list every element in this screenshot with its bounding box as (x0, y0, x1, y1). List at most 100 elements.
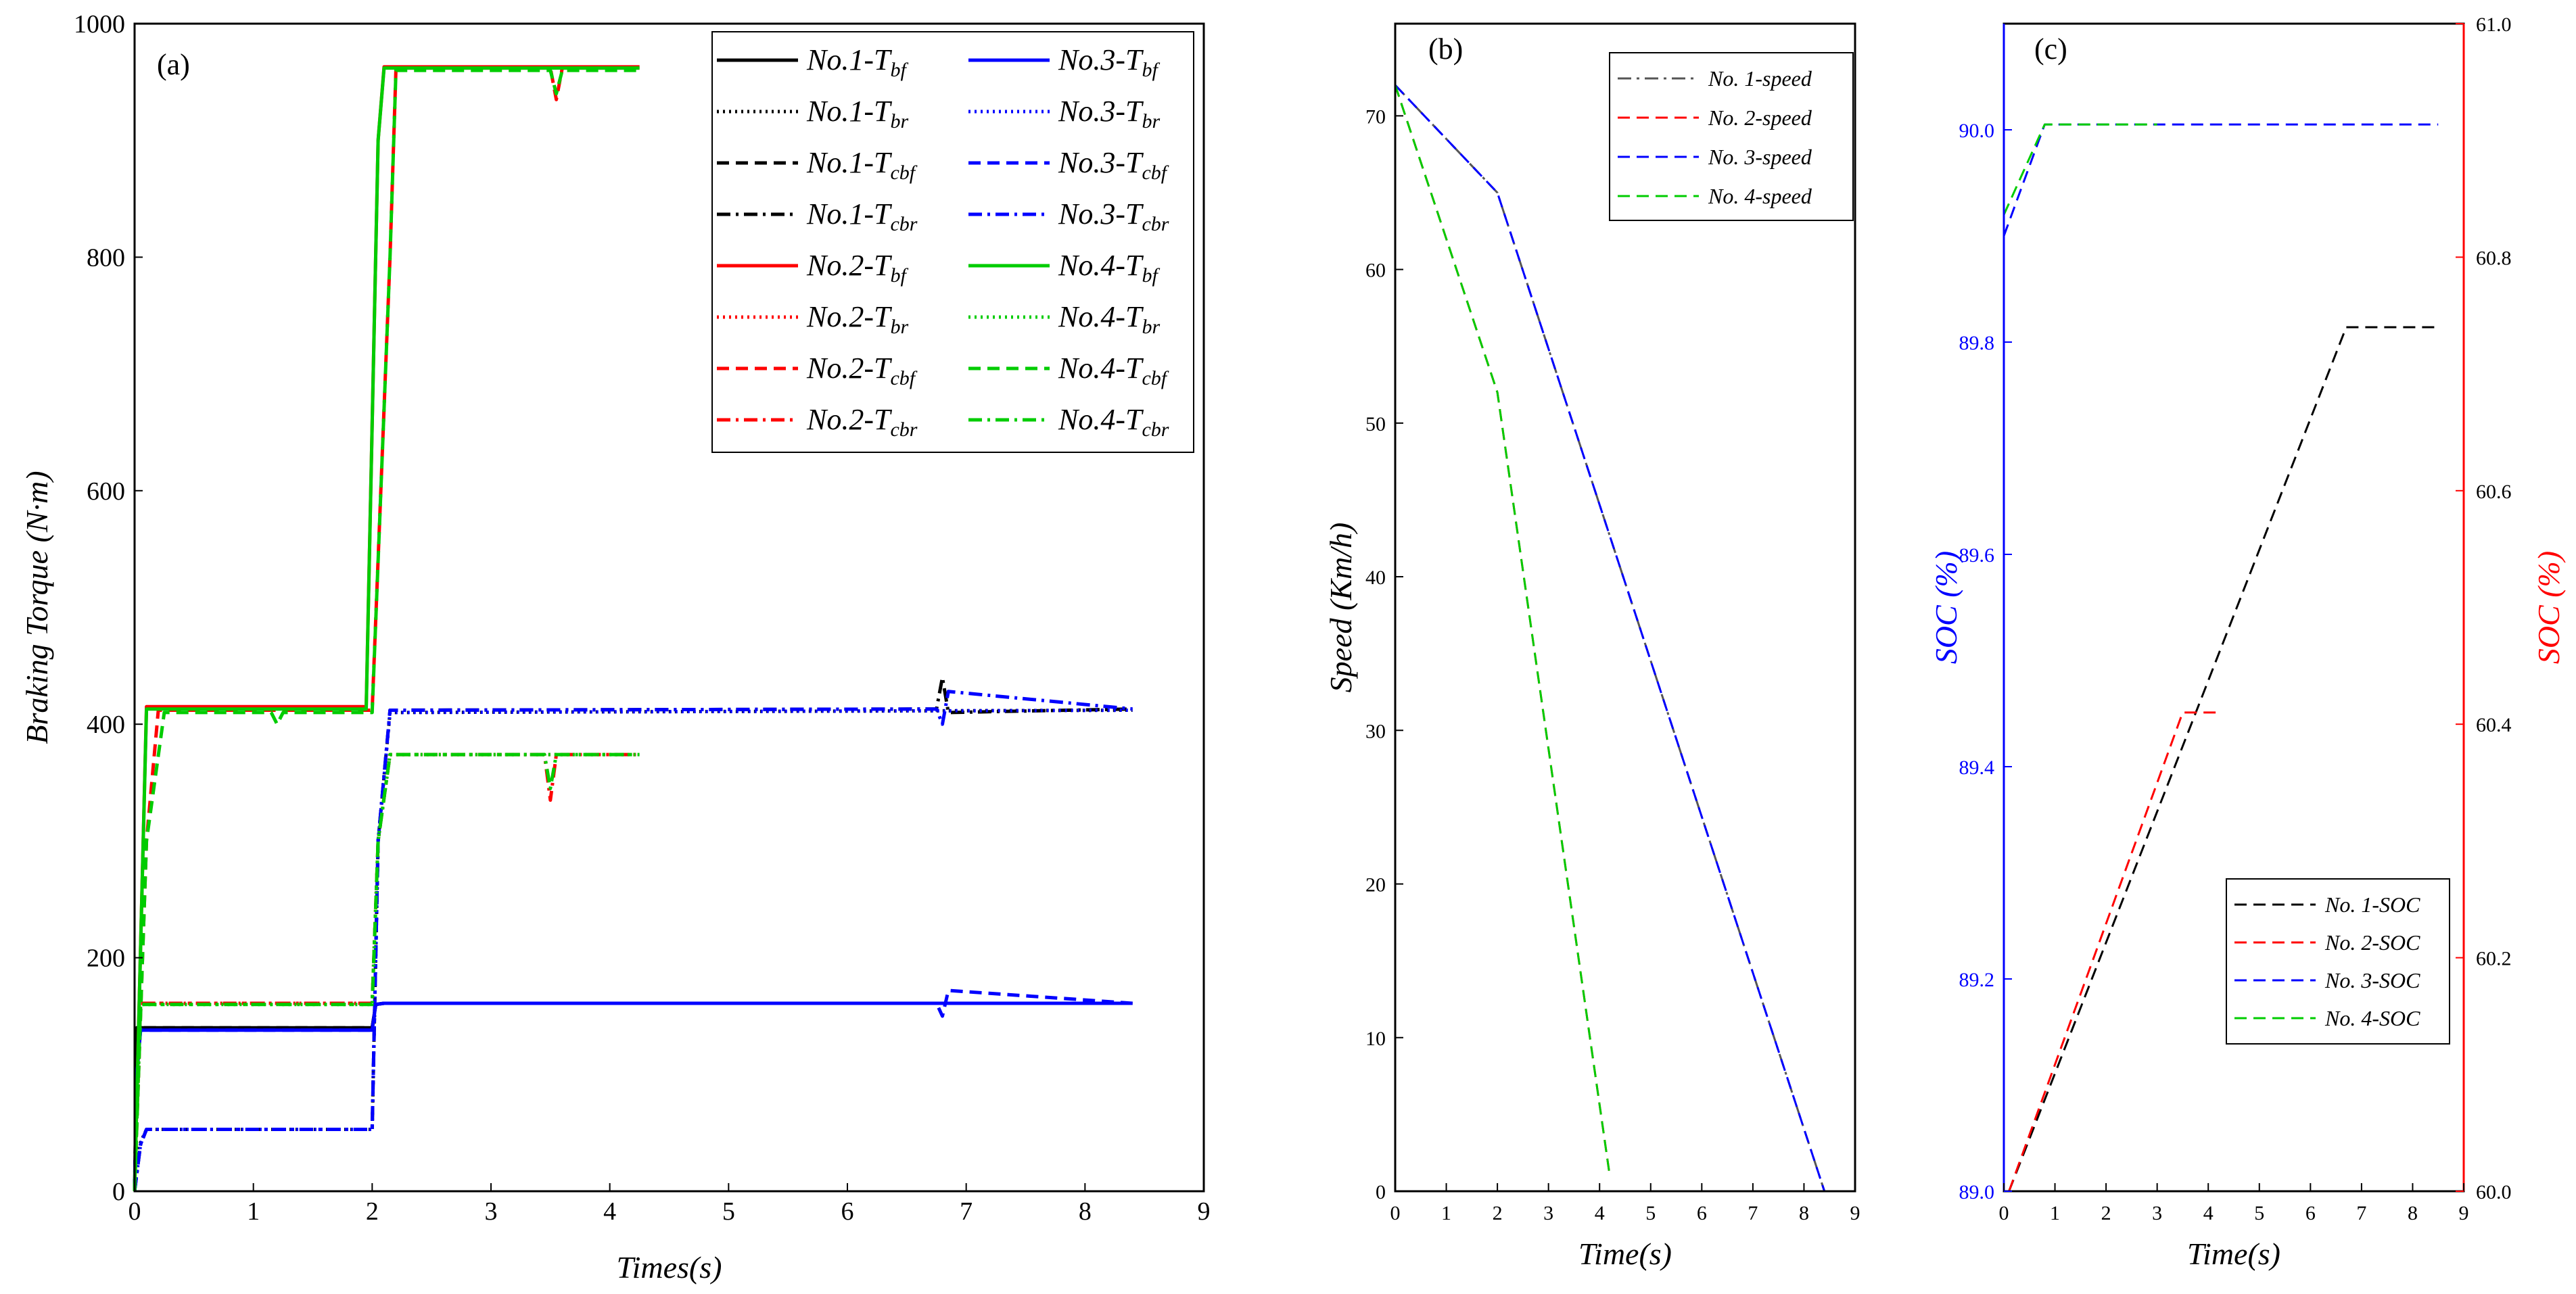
x-axis-label: Time(s) (2187, 1237, 2280, 1271)
x-tick-label: 1 (2050, 1202, 2060, 1224)
legend-label: No.1-Tbf (806, 43, 908, 81)
y-tick-label-left: 89.2 (1959, 969, 1995, 991)
x-axis-label: Time(s) (1578, 1237, 1672, 1271)
legend-label: No.4-Tcbr (1058, 403, 1169, 441)
legend-label: No.4-Tbf (1058, 249, 1160, 287)
x-tick-label: 1 (247, 1197, 260, 1226)
y-tick-label-left: 90.0 (1959, 120, 1995, 142)
x-tick-label: 4 (1595, 1202, 1605, 1224)
y-tick-label: 70 (1365, 105, 1386, 128)
series-line (133, 709, 1133, 1192)
y-tick-label: 20 (1365, 874, 1386, 896)
x-tick-label: 7 (2356, 1202, 2366, 1224)
x-tick-label: 8 (2408, 1202, 2418, 1224)
series-line (133, 709, 1133, 1192)
y-axis-label: Braking Torque (N·m) (20, 471, 54, 744)
x-tick-label: 9 (2459, 1202, 2469, 1224)
series-line (2008, 326, 2439, 1192)
x-tick-label: 0 (128, 1197, 141, 1226)
x-tick-label: 2 (366, 1197, 379, 1226)
x-tick-label: 3 (485, 1197, 498, 1226)
series-line (2003, 123, 2157, 216)
x-tick-label: 6 (2305, 1202, 2316, 1224)
y-tick-label-left: 89.8 (1959, 332, 1995, 354)
series-line (133, 752, 640, 1192)
y-tick-label-right: 60.0 (2476, 1181, 2512, 1203)
x-tick-label: 2 (1493, 1202, 1503, 1224)
x-tick-label: 4 (2203, 1202, 2214, 1224)
legend-label: No.1-Tcbf (806, 146, 918, 184)
y-axis-label: Speed (Km/h) (1324, 523, 1358, 693)
series-line (133, 65, 640, 1192)
x-tick-label: 2 (2101, 1202, 2111, 1224)
y-tick-label-left: 89.0 (1959, 1181, 1995, 1203)
x-tick-label: 7 (960, 1197, 973, 1226)
y-axis-label-right: SOC (%) (2531, 551, 2566, 664)
legend-box (711, 31, 1194, 453)
series-line (133, 690, 1133, 1192)
legend-box (1609, 52, 1854, 221)
y-tick-label-right: 60.6 (2476, 481, 2512, 503)
x-tick-label: 6 (1697, 1202, 1707, 1224)
panel-c: 0 1 2 3 4 5 6 7 8 9 89.0 89.2 89.4 89.6 89.8 90.0 60.0 60… (1929, 14, 2566, 1271)
x-tick-label: 0 (1999, 1202, 2009, 1224)
y-tick-label: 0 (112, 1178, 125, 1206)
y-tick-label-right: 60.8 (2476, 247, 2512, 269)
legend-label: No.1-Tcbr (806, 197, 918, 235)
y-tick-label: 0 (1376, 1181, 1386, 1203)
legend-label: No.2-Tbr (806, 300, 908, 338)
legend-label: No.2-Tcbr (806, 403, 918, 441)
y-tick-label-left: 89.6 (1959, 544, 1995, 567)
series-line (1394, 84, 1826, 1192)
series-line (133, 68, 640, 1192)
legend-box (2226, 878, 2450, 1045)
x-tick-label: 5 (722, 1197, 735, 1226)
panel-b: 0 1 2 3 4 5 6 7 8 9 0 10 20 30 40 50 60 70 (b) Time(s) Speed… (1324, 22, 1860, 1271)
series-line (133, 752, 640, 1192)
panel-label: (a) (157, 48, 190, 81)
x-tick-label: 7 (1748, 1202, 1758, 1224)
series-line (133, 988, 1133, 1192)
y-tick-label: 400 (87, 711, 125, 739)
x-tick-label: 3 (1543, 1202, 1553, 1224)
legend-label: No. 1-speed (1708, 66, 1812, 91)
legend-label: No.3-Tbr (1058, 95, 1160, 133)
y-tick-label: 1000 (74, 10, 125, 39)
y-tick-label-right: 60.2 (2476, 948, 2512, 970)
legend-label: No. 2-speed (1708, 105, 1812, 130)
legend-label: No.2-Tcbf (806, 352, 918, 389)
legend-label: No.3-Tcbf (1058, 146, 1169, 184)
series-line (133, 752, 640, 1192)
y-tick-label: 60 (1365, 260, 1386, 282)
x-tick-label: 0 (1390, 1202, 1401, 1224)
x-tick-label: 4 (603, 1197, 616, 1226)
series-line (133, 66, 640, 1192)
x-tick-label: 8 (1799, 1202, 1809, 1224)
x-tick-label: 5 (1645, 1202, 1656, 1224)
axes-frame (1394, 22, 1856, 1193)
y-tick-label: 50 (1365, 413, 1386, 435)
y-tick-label: 600 (87, 477, 125, 506)
axes-frame (133, 22, 1205, 1193)
y-tick-label: 30 (1365, 720, 1386, 742)
legend-label: No. 4-SOC (2324, 1006, 2420, 1030)
y-tick-label: 10 (1365, 1028, 1386, 1050)
y-tick-label: 200 (87, 944, 125, 973)
legend-label: No.3-Tcbr (1058, 197, 1169, 235)
series-line (1394, 85, 1611, 1176)
x-axis-label: Times(s) (617, 1250, 722, 1285)
x-tick-label: 1 (1441, 1202, 1451, 1224)
legend-label: No.3-Tbf (1058, 43, 1160, 81)
panel-label: (b) (1428, 32, 1463, 66)
x-tick-label: 3 (2152, 1202, 2162, 1224)
legend-label: No. 4-speed (1708, 184, 1812, 208)
legend-label: No.4-Tbr (1058, 300, 1160, 338)
legend-label: No. 1-SOC (2324, 892, 2420, 917)
legend-label: No.1-Tbr (806, 95, 908, 133)
panel-label: (c) (2034, 32, 2067, 66)
x-tick-label: 9 (1850, 1202, 1860, 1224)
x-tick-label: 5 (2254, 1202, 2264, 1224)
series-line (133, 66, 640, 1192)
x-tick-label: 8 (1079, 1197, 1092, 1226)
